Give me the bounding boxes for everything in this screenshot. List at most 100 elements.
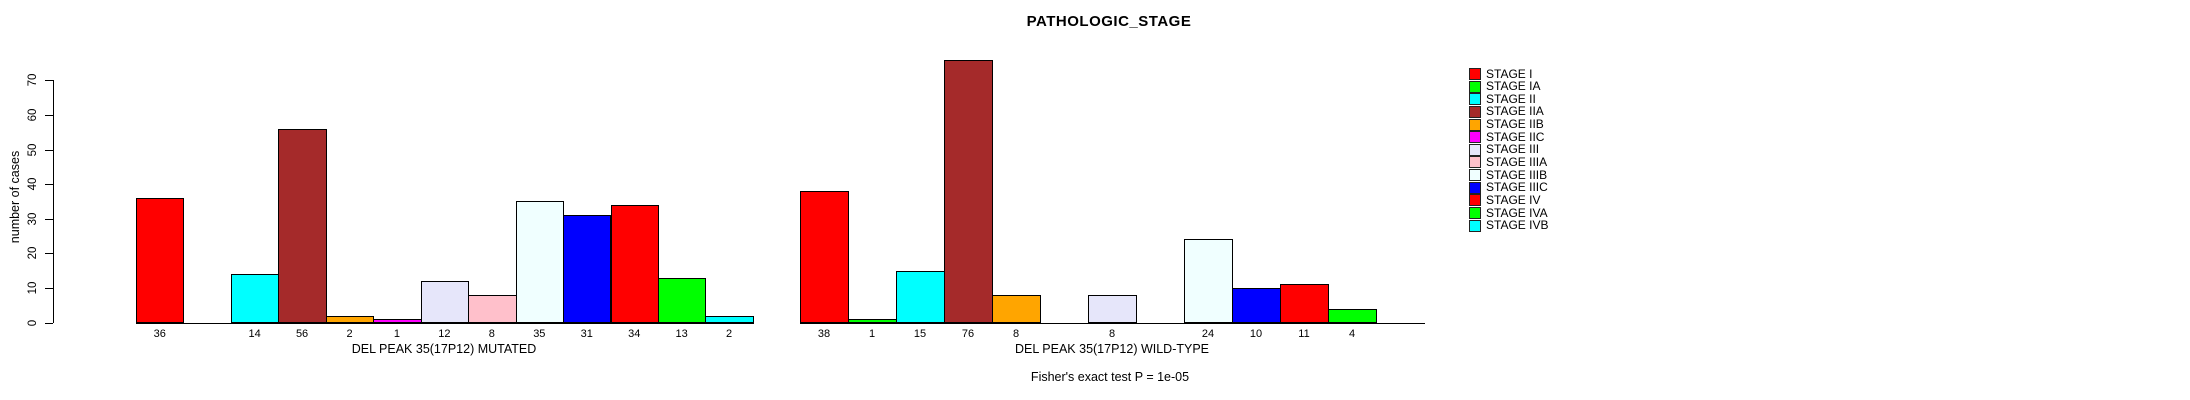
bar-stage-iva xyxy=(657,277,707,324)
bar-stage-iva xyxy=(1328,308,1377,324)
y-tick-label: 20 xyxy=(27,246,39,260)
x-axis-title-wildtype: DEL PEAK 35(17P12) WILD-TYPE xyxy=(1014,342,1210,356)
fisher-test-annotation: Fisher's exact test P = 1e-05 xyxy=(1030,370,1190,384)
legend-swatch xyxy=(1469,194,1481,207)
bar-value-label: 2 xyxy=(726,328,733,340)
legend-item: STAGE IVA xyxy=(1469,205,1548,220)
chart-title: PATHOLOGIC_STAGE xyxy=(1026,13,1192,30)
bar-stage-ivb xyxy=(705,315,754,324)
legend-swatch xyxy=(1469,68,1481,80)
legend-label: STAGE IVB xyxy=(1486,218,1549,233)
bar-value-label: 10 xyxy=(1249,328,1263,340)
legend-item: STAGE IIA xyxy=(1469,105,1544,118)
legend-item: STAGE II xyxy=(1469,92,1536,106)
bar-stage-iii xyxy=(420,280,470,324)
bar-stage-iic xyxy=(373,319,422,324)
bar-stage-iv xyxy=(610,204,659,324)
y-tick-mark xyxy=(44,322,53,324)
legend-item: STAGE IIIB xyxy=(1469,167,1548,182)
legend-item: STAGE IIIC xyxy=(1469,181,1548,194)
bar-stage-iiic xyxy=(1232,287,1281,324)
legend-item: STAGE III xyxy=(1469,143,1539,156)
bar-value-label: 12 xyxy=(438,328,451,340)
bar-stage-iib xyxy=(325,315,375,324)
bar-stage-ii xyxy=(230,274,280,324)
legend-swatch xyxy=(1469,105,1481,118)
bar-stage-iia xyxy=(944,59,993,324)
bar-value-label: 36 xyxy=(153,328,166,340)
y-tick-mark xyxy=(44,287,53,289)
bar-value-label: 1 xyxy=(868,328,876,340)
bar-stage-iib xyxy=(992,294,1041,324)
bar-stage-iv xyxy=(1280,284,1329,324)
legend-swatch xyxy=(1469,118,1481,131)
bar-stage-iii xyxy=(1088,294,1137,324)
bar-value-label: 31 xyxy=(580,328,593,340)
legend-swatch xyxy=(1469,93,1481,106)
bar-stage-iia xyxy=(278,128,327,324)
bar-value-label: 56 xyxy=(295,328,309,340)
y-tick-mark xyxy=(44,149,53,151)
legend-label: STAGE III xyxy=(1486,142,1540,157)
y-tick-label: 70 xyxy=(27,73,39,87)
legend-item: STAGE I xyxy=(1469,66,1533,81)
bar-value-label: 8 xyxy=(488,328,495,340)
y-tick-label: 30 xyxy=(27,212,39,226)
y-tick-label: 10 xyxy=(27,281,39,295)
bar-stage-iiib xyxy=(1184,239,1233,324)
legend-item: STAGE IIIA xyxy=(1469,154,1548,169)
y-tick-label: 40 xyxy=(27,177,39,191)
legend-swatch xyxy=(1469,131,1481,144)
legend-swatch xyxy=(1469,169,1481,182)
bar-value-label: 11 xyxy=(1298,328,1310,340)
bar-value-label: 76 xyxy=(961,328,975,340)
bar-stage-i xyxy=(800,191,849,324)
legend-item: STAGE IA xyxy=(1469,80,1540,93)
legend-swatch xyxy=(1469,143,1481,156)
y-tick-label: 50 xyxy=(27,143,39,156)
legend-label: STAGE IIA xyxy=(1486,104,1544,119)
bar-stage-ia xyxy=(848,319,897,324)
bar-stage-iiib xyxy=(515,201,565,324)
legend-label: STAGE IIIA xyxy=(1486,154,1548,169)
legend-item: STAGE IIB xyxy=(1469,118,1544,131)
bar-value-label: 14 xyxy=(248,328,261,340)
bar-value-label: 1 xyxy=(393,328,401,340)
bar-value-label: 15 xyxy=(913,328,927,340)
bar-value-label: 13 xyxy=(675,328,688,340)
y-tick-mark xyxy=(44,253,53,255)
legend-label: STAGE IV xyxy=(1486,192,1541,207)
y-tick-label: 0 xyxy=(27,319,39,326)
bar-stage-ii xyxy=(896,270,945,324)
legend-label: STAGE IIC xyxy=(1486,129,1545,144)
legend-swatch xyxy=(1469,181,1481,194)
legend-label: STAGE IIB xyxy=(1486,117,1544,132)
bar-value-label: 35 xyxy=(533,328,546,340)
legend-item: STAGE IVB xyxy=(1469,219,1548,232)
legend-item: STAGE IIC xyxy=(1469,129,1545,144)
legend-swatch xyxy=(1469,80,1481,93)
legend-label: STAGE IIIC xyxy=(1486,180,1548,195)
legend-swatch xyxy=(1469,156,1481,169)
bar-stage-iiic xyxy=(563,215,612,324)
y-axis-line xyxy=(52,80,54,324)
legend-label: STAGE IA xyxy=(1486,79,1541,94)
legend-swatch xyxy=(1469,207,1481,220)
y-axis-title: number of cases xyxy=(8,150,22,244)
legend-label: STAGE IIIB xyxy=(1486,167,1548,182)
x-axis-title-mutated: DEL PEAK 35(17P12) MUTATED xyxy=(351,342,537,356)
y-tick-mark xyxy=(44,114,53,116)
bar-value-label: 34 xyxy=(628,328,641,340)
legend-label: STAGE IVA xyxy=(1486,205,1548,220)
y-tick-mark xyxy=(44,184,53,186)
bar-value-label: 2 xyxy=(346,328,353,340)
legend-item: STAGE IV xyxy=(1469,192,1541,207)
y-tick-mark xyxy=(44,218,53,220)
legend-swatch xyxy=(1469,219,1481,232)
bar-value-label: 38 xyxy=(817,328,831,340)
legend-label: STAGE I xyxy=(1486,66,1533,81)
y-tick-label: 60 xyxy=(27,108,39,122)
bar-stage-iiia xyxy=(468,294,517,324)
y-tick-mark xyxy=(44,80,53,82)
